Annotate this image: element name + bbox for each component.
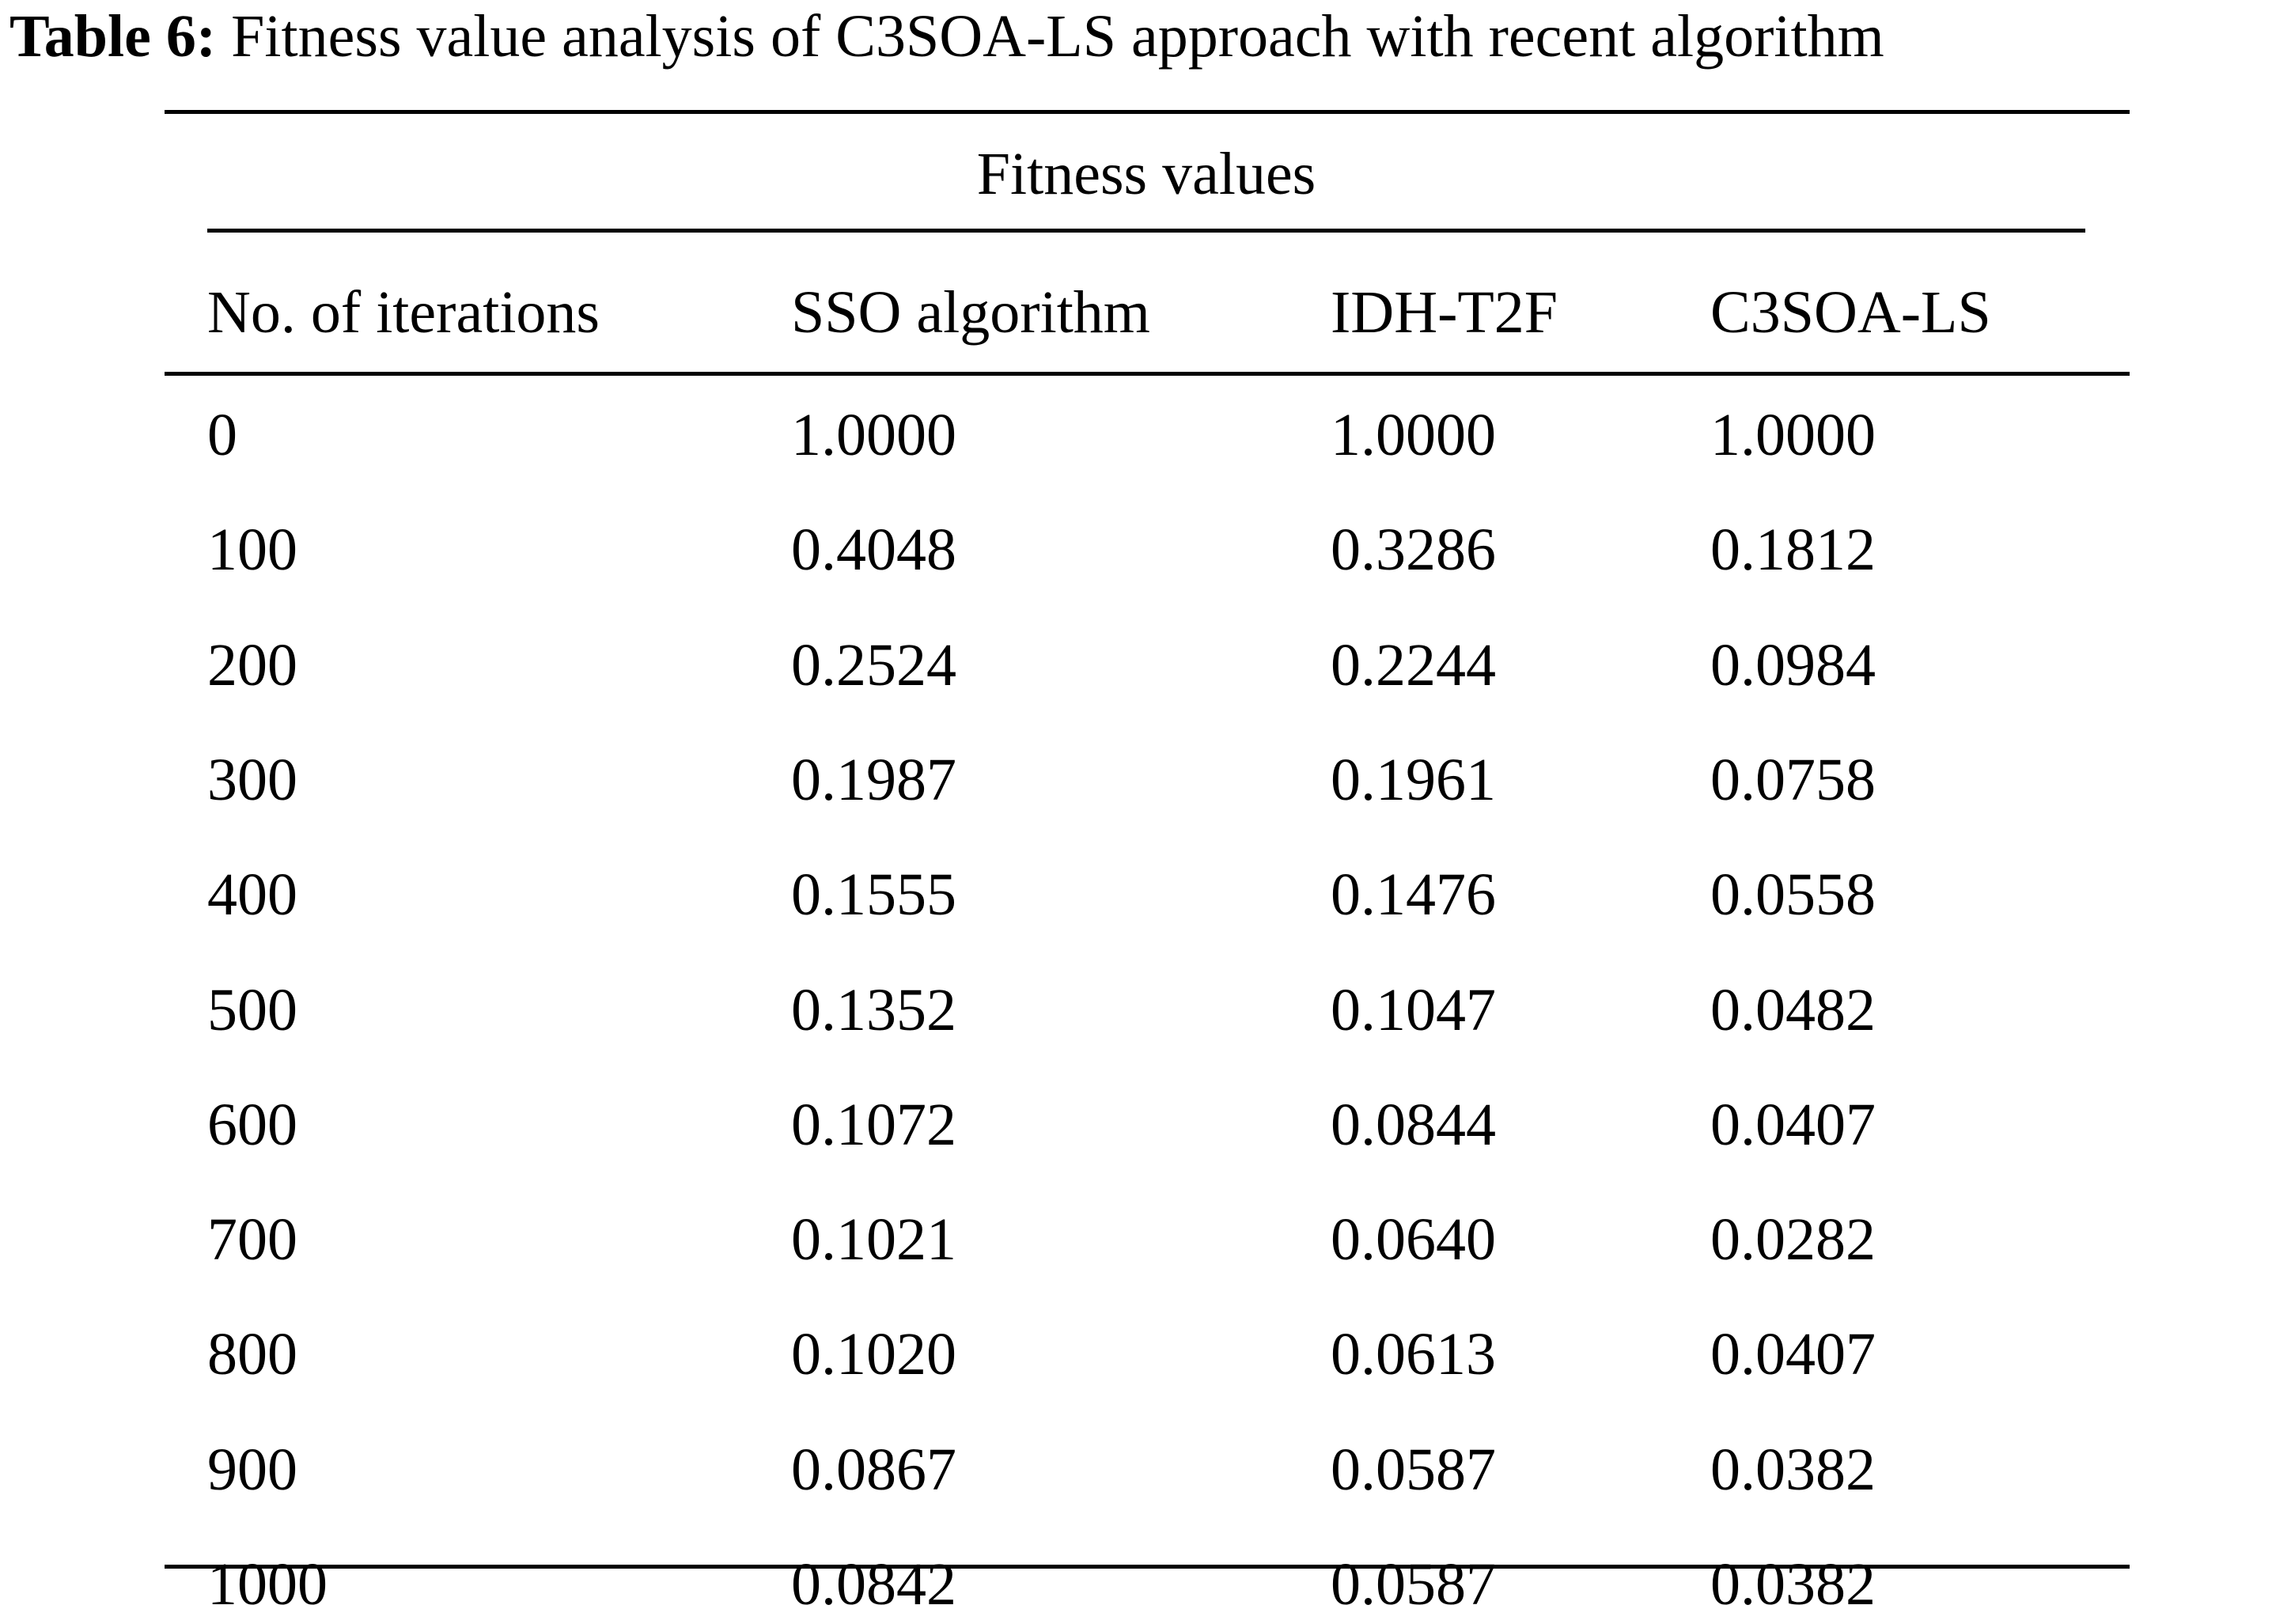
cell-sso: 0.1021 — [791, 1206, 956, 1273]
cell-c3soa-ls: 0.0382 — [1710, 1551, 1876, 1618]
cell-idh-t2f: 0.0844 — [1331, 1092, 1496, 1158]
cell-iterations: 200 — [207, 632, 297, 698]
cell-iterations: 500 — [207, 977, 297, 1043]
top-rule — [165, 110, 2130, 114]
cell-idh-t2f: 0.2244 — [1331, 632, 1496, 698]
cell-iterations: 0 — [207, 402, 237, 468]
cell-sso: 0.2524 — [791, 632, 956, 698]
cell-c3soa-ls: 0.0758 — [1710, 747, 1876, 813]
header-rule — [165, 372, 2130, 376]
table-caption: Table 6: Fitness value analysis of C3SOA… — [9, 0, 1884, 73]
column-header-sso: SSO algorithm — [791, 279, 1150, 346]
cell-sso: 0.1072 — [791, 1092, 956, 1158]
cell-sso: 0.1987 — [791, 747, 956, 813]
cell-iterations: 700 — [207, 1206, 297, 1273]
column-header-c3soa-ls: C3SOA-LS — [1710, 279, 1991, 346]
cell-idh-t2f: 0.1961 — [1331, 747, 1496, 813]
column-header-idh-t2f: IDH-T2F — [1331, 279, 1558, 346]
cell-idh-t2f: 1.0000 — [1331, 402, 1496, 468]
cell-c3soa-ls: 0.0558 — [1710, 861, 1876, 928]
cell-idh-t2f: 0.0613 — [1331, 1321, 1496, 1387]
bottom-rule — [165, 1565, 2130, 1569]
cell-idh-t2f: 0.1047 — [1331, 977, 1496, 1043]
cell-c3soa-ls: 1.0000 — [1710, 402, 1876, 468]
cell-idh-t2f: 0.0587 — [1331, 1437, 1496, 1503]
cell-c3soa-ls: 0.0382 — [1710, 1437, 1876, 1503]
cell-sso: 0.4048 — [791, 517, 956, 583]
cell-iterations: 600 — [207, 1092, 297, 1158]
cell-sso: 0.1352 — [791, 977, 956, 1043]
cell-c3soa-ls: 0.0984 — [1710, 632, 1876, 698]
cell-sso: 0.0842 — [791, 1551, 956, 1618]
cell-idh-t2f: 0.0587 — [1331, 1551, 1496, 1618]
cell-iterations: 1000 — [207, 1551, 328, 1618]
cell-c3soa-ls: 0.0407 — [1710, 1092, 1876, 1158]
cell-iterations: 300 — [207, 747, 297, 813]
cell-idh-t2f: 0.3286 — [1331, 517, 1496, 583]
cell-iterations: 100 — [207, 517, 297, 583]
group-header-rule — [207, 229, 2085, 233]
cell-c3soa-ls: 0.0407 — [1710, 1321, 1876, 1387]
table-caption-text: Fitness value analysis of C3SOA-LS appro… — [231, 3, 1884, 70]
cell-sso: 0.1555 — [791, 861, 956, 928]
cell-iterations: 400 — [207, 861, 297, 928]
cell-sso: 0.0867 — [791, 1437, 956, 1503]
table-caption-label: Table 6: — [9, 3, 217, 70]
group-header: Fitness values — [976, 141, 1316, 207]
cell-sso: 1.0000 — [791, 402, 956, 468]
cell-iterations: 800 — [207, 1321, 297, 1387]
column-header-iterations: No. of iterations — [207, 279, 600, 346]
cell-idh-t2f: 0.1476 — [1331, 861, 1496, 928]
cell-iterations: 900 — [207, 1437, 297, 1503]
cell-c3soa-ls: 0.1812 — [1710, 517, 1876, 583]
cell-c3soa-ls: 0.0482 — [1710, 977, 1876, 1043]
cell-idh-t2f: 0.0640 — [1331, 1206, 1496, 1273]
cell-sso: 0.1020 — [791, 1321, 956, 1387]
cell-c3soa-ls: 0.0282 — [1710, 1206, 1876, 1273]
